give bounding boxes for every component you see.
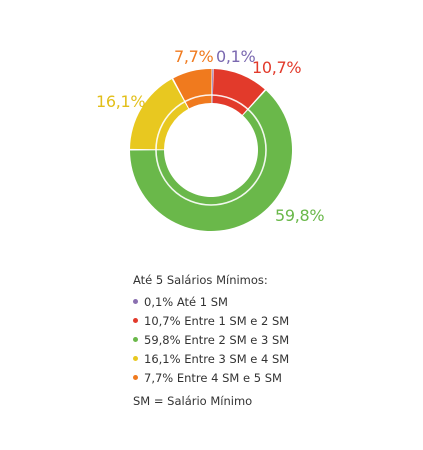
legend-text: 59,8% Entre 2 SM e 3 SM (144, 332, 290, 347)
donut-slice-3 (130, 79, 189, 150)
legend-text: 7,7% Entre 4 SM e 5 SM (144, 370, 282, 385)
legend-dot-icon (133, 299, 138, 304)
slice-label-10-7: 10,7% (252, 58, 302, 77)
legend-dot-icon (133, 318, 138, 323)
legend-dot-icon (133, 375, 138, 380)
donut-chart: 0,1% 10,7% 59,8% 16,1% 7,7% (96, 47, 325, 231)
legend-text: 10,7% Entre 1 SM e 2 SM (144, 313, 290, 328)
legend: Até 5 Salários Mínimos: 0,1% Até 1 SM 10… (133, 273, 289, 408)
legend-item-2: 59,8% Entre 2 SM e 3 SM (133, 330, 289, 349)
legend-item-3: 16,1% Entre 3 SM e 4 SM (133, 349, 289, 368)
legend-text: 16,1% Entre 3 SM e 4 SM (144, 351, 290, 366)
slice-label-7-7: 7,7% (174, 47, 214, 66)
slice-label-59-8: 59,8% (275, 206, 325, 225)
legend-dot-icon (133, 356, 138, 361)
footnote: SM = Salário Mínimo (133, 394, 253, 408)
donut-slice-1 (212, 69, 265, 115)
donut-slice-2 (130, 90, 292, 231)
slice-label-16-1: 16,1% (96, 92, 146, 111)
legend-item-0: 0,1% Até 1 SM (133, 292, 289, 311)
donut-svg (130, 69, 292, 231)
donut-slice-4 (173, 69, 212, 109)
legend-item-1: 10,7% Entre 1 SM e 2 SM (133, 311, 289, 330)
legend-text: 0,1% Até 1 SM (144, 294, 228, 309)
donut-inner-ring (155, 94, 267, 206)
legend-item-4: 7,7% Entre 4 SM e 5 SM (133, 368, 289, 387)
legend-title: Até 5 Salários Mínimos: (133, 273, 268, 287)
slice-label-0-1: 0,1% (216, 47, 256, 66)
legend-dot-icon (133, 337, 138, 342)
